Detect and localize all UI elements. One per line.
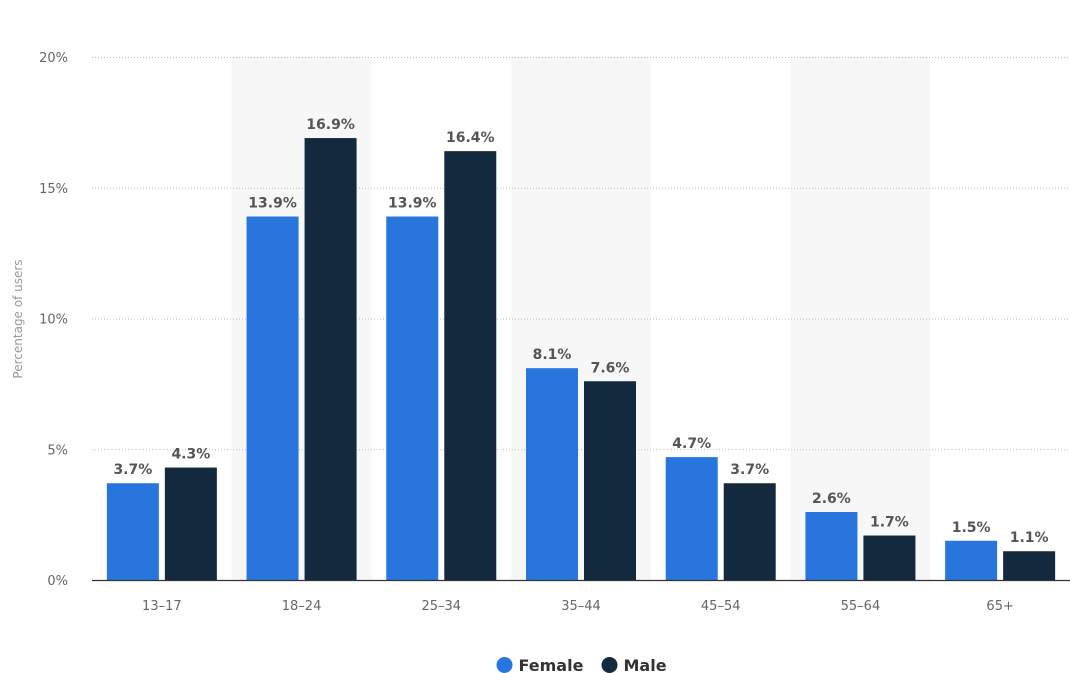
data-label-female: 4.7% <box>672 436 711 452</box>
bar-male <box>304 138 357 580</box>
legend-label-male: Male <box>624 656 667 673</box>
data-label-female: 1.5% <box>952 520 991 536</box>
y-tick-label: 10% <box>39 313 68 328</box>
data-label-male: 3.7% <box>730 462 769 478</box>
y-tick-label: 20% <box>39 51 68 66</box>
x-tick-label: 13–17 <box>142 599 182 614</box>
data-label-male: 1.7% <box>870 515 909 531</box>
legend: Female Male <box>496 656 667 673</box>
y-axis-label: Percentage of users <box>11 259 25 378</box>
x-tick-label: 35–44 <box>561 599 601 614</box>
y-tick-label: 15% <box>39 182 68 197</box>
y-axis-tick-labels: 0% 5% 10% 15% 20% <box>39 51 68 589</box>
bar-male <box>863 535 916 580</box>
data-label-female: 13.9% <box>388 196 437 212</box>
bar-female <box>805 512 858 580</box>
y-tick-label: 0% <box>47 574 68 589</box>
bar-female <box>526 368 578 580</box>
data-label-female: 3.7% <box>113 462 152 478</box>
bar-male <box>164 467 217 580</box>
bar-male <box>584 381 636 580</box>
bars <box>106 138 1056 580</box>
bar-female <box>945 540 998 580</box>
bar-female <box>246 216 299 580</box>
bar-female <box>106 483 159 580</box>
data-labels: 3.7% 4.3% 13.9% 16.9% 13.9% 16.4% 8.1% 7.6% 4.7%… <box>113 117 1048 546</box>
bar-male <box>723 483 776 580</box>
x-tick-label: 18–24 <box>282 599 322 614</box>
data-label-male: 16.9% <box>306 117 355 133</box>
bar-female <box>386 216 439 580</box>
data-label-male: 16.4% <box>446 130 495 146</box>
legend-marker-female <box>496 657 513 673</box>
x-tick-label: 65+ <box>986 599 1013 614</box>
data-label-male: 4.3% <box>171 447 210 463</box>
bar-male <box>1003 551 1056 580</box>
bar-female <box>665 457 718 580</box>
x-axis-tick-labels: 13–17 18–24 25–34 35–44 45–54 55–64 65+ <box>142 599 1014 614</box>
legend-marker-male <box>601 657 618 673</box>
legend-label-female: Female <box>519 656 584 673</box>
data-label-female: 8.1% <box>533 347 572 363</box>
bar-male <box>444 151 497 580</box>
x-tick-label: 45–54 <box>701 599 741 614</box>
x-tick-label: 55–64 <box>841 599 881 614</box>
x-tick-label: 25–34 <box>421 599 461 614</box>
y-tick-label: 5% <box>47 443 68 458</box>
data-label-male: 7.6% <box>591 360 630 376</box>
data-label-female: 13.9% <box>248 196 297 212</box>
data-label-male: 1.1% <box>1010 530 1049 546</box>
data-label-female: 2.6% <box>812 491 851 507</box>
